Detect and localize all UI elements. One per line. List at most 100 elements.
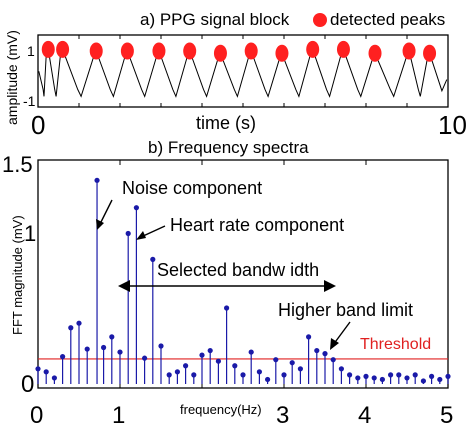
ppg-tick-marks bbox=[78, 35, 408, 107]
spectrum-xtick-5: 5 bbox=[440, 402, 453, 429]
spectrum-stem-head bbox=[322, 351, 328, 357]
spectrum-stem-head bbox=[60, 354, 66, 360]
spectrum-stem-head bbox=[289, 360, 295, 366]
spectrum-stem-head bbox=[174, 369, 180, 375]
threshold-label: Threshold bbox=[360, 336, 431, 353]
spectrum-stem-head bbox=[248, 349, 254, 355]
spectrum-stem-head bbox=[133, 205, 139, 211]
spectrum-stem-head bbox=[35, 366, 41, 372]
detected-peak bbox=[89, 42, 103, 60]
spectrum-stem-head bbox=[297, 366, 303, 372]
bandwidth-arrow-left bbox=[118, 280, 130, 292]
spectrum-stem-head bbox=[306, 334, 312, 340]
spectrum-stem-head bbox=[183, 363, 189, 369]
spectrum-stem-head bbox=[420, 378, 426, 384]
spectrum-stem-head bbox=[347, 372, 353, 378]
spectrum-stem-head bbox=[232, 363, 238, 369]
spectrum-stem-head bbox=[437, 376, 443, 383]
spectrum-stem-head bbox=[191, 372, 197, 378]
spectrum-stem-head bbox=[240, 372, 246, 378]
ppg-signal-line bbox=[38, 47, 448, 98]
ppg-ytick-neg1: -1 bbox=[23, 93, 36, 109]
ppg-ylabel: amplitude (mV) bbox=[4, 30, 20, 125]
spectrum-stem-head bbox=[388, 372, 394, 378]
legend-entry: detected peaks bbox=[330, 10, 445, 29]
spectrum-stem-head bbox=[142, 355, 148, 361]
spectrum-stem-head bbox=[396, 372, 402, 378]
spectrum-stem-head bbox=[224, 305, 230, 311]
spectrum-stem-head bbox=[412, 372, 418, 378]
ppg-ytick-1: 1 bbox=[27, 43, 35, 59]
spectrum-stem-head bbox=[125, 230, 131, 237]
detected-peak bbox=[336, 40, 350, 58]
spectrum-xtick-3: 3 bbox=[276, 402, 289, 429]
spectrum-stem-head bbox=[330, 357, 336, 363]
spectrum-stem-head bbox=[43, 369, 49, 375]
spectrum-stem-head bbox=[355, 375, 361, 381]
detected-peak bbox=[423, 44, 437, 62]
detected-peak bbox=[402, 42, 416, 60]
spectrum-stem-head bbox=[379, 376, 385, 383]
spectrum-stem-head bbox=[158, 343, 164, 349]
spectrum-stems-layer bbox=[35, 177, 451, 384]
spectrum-stem-head bbox=[84, 346, 90, 352]
detected-peak bbox=[275, 44, 289, 62]
ppg-peaks-layer bbox=[41, 40, 437, 62]
spectrum-stem-head bbox=[363, 373, 369, 379]
spectrum-xtick-0: 0 bbox=[30, 402, 43, 429]
annotation-heart-rate: Heart rate component bbox=[170, 215, 344, 235]
spectrum-xtick-1: 1 bbox=[112, 402, 125, 429]
annotation-higher-band-limit: Higher band limit bbox=[278, 300, 413, 320]
spectrum-stem-head bbox=[429, 373, 435, 379]
spectrum-stem-head bbox=[256, 369, 262, 375]
detected-peak bbox=[152, 42, 166, 60]
spectrum-stem-head bbox=[338, 366, 344, 372]
spectrum-plot-frame bbox=[37, 159, 449, 389]
detected-peak bbox=[120, 42, 134, 60]
spectrum-stem-head bbox=[371, 375, 377, 381]
spectrum-stem-head bbox=[314, 347, 320, 354]
spectrum-stem-head bbox=[265, 376, 271, 383]
spectrum-stem-head bbox=[94, 177, 100, 183]
annotation-noise-component: Noise component bbox=[122, 178, 262, 198]
spectrum-stem-head bbox=[76, 320, 82, 326]
spectrum-stem-head bbox=[281, 372, 287, 378]
detected-peak bbox=[56, 40, 70, 58]
ppg-xtick-10: 10 bbox=[438, 110, 467, 140]
detected-peak bbox=[244, 42, 258, 60]
spectrum-panel: b) Frequency spectra Threshold 1.5 1 0 F… bbox=[2, 138, 453, 429]
ppg-panel: a) PPG signal block detected peaks 1 -1 … bbox=[4, 10, 467, 140]
legend-marker bbox=[313, 13, 327, 27]
spectrum-stem-head bbox=[404, 375, 410, 381]
spectrum-xlabel: frequency(Hz) bbox=[180, 402, 262, 417]
detected-peak bbox=[183, 42, 197, 60]
ppg-title: a) PPG signal block bbox=[140, 10, 290, 29]
detected-peak bbox=[41, 40, 55, 58]
spectrum-stem-head bbox=[101, 344, 107, 351]
ppg-xtick-0: 0 bbox=[31, 110, 45, 140]
detected-peak bbox=[306, 40, 320, 58]
heart-rate-arrow-head bbox=[136, 231, 146, 240]
spectrum-stem-head bbox=[68, 325, 74, 331]
spectrum-stem-head bbox=[51, 375, 58, 381]
spectrum-stem-head bbox=[150, 256, 156, 262]
spectrum-stem-head bbox=[199, 352, 205, 358]
spectrum-stem-head bbox=[117, 349, 123, 355]
heart-rate-arrow bbox=[140, 225, 166, 238]
spectrum-title: b) Frequency spectra bbox=[148, 138, 309, 157]
annotation-bandwidth: Selected bandw idth bbox=[157, 260, 319, 280]
bandwidth-arrow-right bbox=[324, 280, 336, 292]
spectrum-ytick-1.5: 1.5 bbox=[2, 152, 33, 177]
spectrum-stem-head bbox=[109, 334, 115, 340]
spectrum-ylabel: FFT magnitude (mV) bbox=[10, 215, 25, 335]
spectrum-ytick-0: 0 bbox=[21, 371, 34, 398]
detected-peak bbox=[368, 44, 382, 62]
noise-arrow-head bbox=[96, 219, 104, 230]
spectrum-stem-head bbox=[445, 373, 451, 379]
ppg-xlabel: time (s) bbox=[196, 113, 256, 133]
detected-peak bbox=[213, 44, 227, 62]
spectrum-ytick-1: 1 bbox=[24, 221, 36, 246]
spectrum-stem-head bbox=[273, 357, 279, 363]
band-limit-arrow-head bbox=[330, 338, 339, 350]
